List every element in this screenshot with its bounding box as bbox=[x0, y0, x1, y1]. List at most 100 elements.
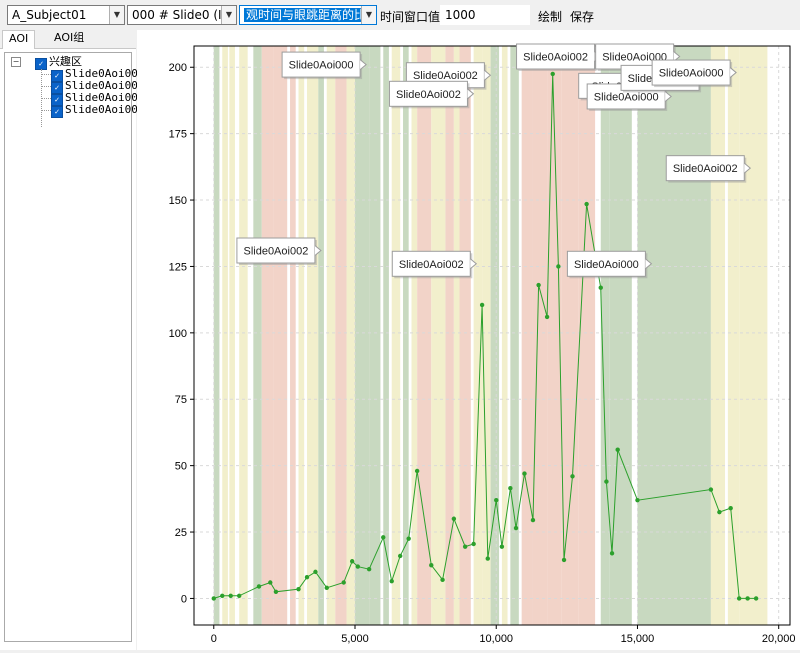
aoi-band bbox=[417, 46, 432, 625]
metric-select[interactable]: 观时间与眼跳距离的比例 ▼ bbox=[239, 5, 377, 25]
aoi-label-box bbox=[281, 51, 361, 78]
y-tick-label: 175 bbox=[169, 129, 187, 141]
y-tick-label: 125 bbox=[169, 261, 187, 273]
aoi-annotations: Slide0Aoi000 Slide0Aoi002 Slide0Aoi002 Slid… bbox=[236, 43, 752, 279]
tab-aoi-group[interactable]: AOI组 bbox=[54, 31, 85, 44]
checkbox-checked-icon[interactable]: ✓ bbox=[51, 70, 63, 82]
axes: 0 5,000 10,000 15,000 20,000 0 25 50 75 100 125 150… bbox=[169, 45, 796, 645]
aoi-band bbox=[213, 46, 220, 625]
chevron-down-icon[interactable]: ▼ bbox=[109, 6, 124, 24]
aoi-band bbox=[326, 46, 336, 625]
tree-item[interactable]: ✓ Slide0Aoi001 bbox=[51, 79, 145, 94]
aoi-label-text: Slide0Aoi002 bbox=[243, 246, 308, 258]
aoi-band bbox=[306, 46, 319, 625]
data-point bbox=[256, 584, 262, 589]
data-point bbox=[313, 569, 318, 575]
aoi-band bbox=[501, 46, 508, 625]
time-window-input[interactable]: 1000 bbox=[440, 5, 530, 25]
aoi-band bbox=[273, 46, 288, 625]
aoi-label-text: Slide0Aoi002 bbox=[673, 163, 738, 175]
data-point bbox=[584, 201, 589, 207]
aoi-band bbox=[710, 46, 726, 625]
chevron-down-icon[interactable]: ▼ bbox=[361, 6, 376, 24]
data-point bbox=[499, 544, 505, 549]
aoi-label-pointer bbox=[664, 91, 672, 102]
subject-select[interactable]: A_Subject01 ▼ bbox=[7, 5, 125, 25]
aoi-label-box bbox=[388, 80, 468, 107]
chart-area[interactable]: 0 5,000 10,000 15,000 20,000 0 25 50 75 100 125 150… bbox=[137, 30, 800, 650]
tab-aoi[interactable]: AOI bbox=[2, 30, 36, 49]
y-tick-label: 50 bbox=[175, 461, 187, 473]
data-point bbox=[389, 578, 394, 584]
aoi-label-tag: Slide0Aoi002 bbox=[665, 155, 752, 183]
data-point bbox=[296, 586, 301, 592]
data-point bbox=[561, 557, 567, 563]
y-tick-label: 150 bbox=[169, 195, 187, 207]
aoi-label-box bbox=[236, 237, 316, 264]
checkbox-checked-icon[interactable]: ✓ bbox=[51, 106, 63, 118]
data-point bbox=[414, 468, 420, 474]
aoi-label-tag: Slide0Aoi002 bbox=[236, 237, 322, 266]
collapse-icon[interactable]: − bbox=[11, 57, 21, 67]
chevron-down-icon[interactable]: ▼ bbox=[221, 6, 236, 24]
tree-connector bbox=[41, 98, 51, 99]
slide-select[interactable]: 000 # Slide0 (ID:0 ▼ bbox=[127, 5, 237, 25]
data-point bbox=[429, 563, 434, 568]
aoi-panel: AOI AOI组 − ✓ 兴趣区 ✓ Slide0Aoi000 ✓ Slide0Aoi… bbox=[0, 30, 144, 650]
data-point bbox=[550, 71, 555, 77]
data-point bbox=[406, 536, 411, 541]
y-tick-label: 0 bbox=[181, 593, 187, 605]
draw-button[interactable]: 绘制 bbox=[538, 10, 563, 24]
y-tick-label: 25 bbox=[175, 527, 187, 539]
aoi-band bbox=[510, 46, 519, 625]
aoi-band bbox=[431, 46, 446, 625]
tree-root[interactable]: ✓ 兴趣区 bbox=[35, 55, 82, 70]
data-point bbox=[485, 556, 490, 561]
x-tick-label: 10,000 bbox=[479, 633, 513, 645]
aoi-band bbox=[391, 46, 401, 625]
aoi-band bbox=[637, 46, 711, 625]
aoi-label-pointer bbox=[645, 258, 653, 270]
save-button[interactable]: 保存 bbox=[570, 10, 595, 24]
series bbox=[211, 71, 759, 601]
aoi-label-text: Slide0Aoi000 bbox=[289, 60, 354, 72]
aoi-band bbox=[521, 46, 533, 625]
aoi-label-pointer bbox=[743, 162, 752, 174]
aoi-label-text: Slide0Aoi002 bbox=[413, 70, 478, 82]
data-point bbox=[736, 596, 742, 601]
tree-root-label: 兴趣区 bbox=[49, 55, 82, 68]
line-chart[interactable]: 0 5,000 10,000 15,000 20,000 0 25 50 75 100 125 150… bbox=[137, 30, 800, 650]
data-point bbox=[211, 596, 216, 601]
data-point bbox=[615, 447, 620, 452]
aoi-band bbox=[739, 46, 768, 625]
aoi-band bbox=[459, 46, 471, 625]
tree-item[interactable]: ✓ Slide0Aoi003 bbox=[51, 104, 144, 118]
aoi-label-pointer bbox=[359, 59, 367, 70]
data-point bbox=[228, 593, 233, 598]
x-tick-label: 15,000 bbox=[621, 633, 655, 645]
plot-frame bbox=[193, 45, 791, 626]
data-point bbox=[753, 596, 759, 601]
toolbar: A_Subject01 ▼ 000 # Slide0 (ID:0 ▼ 观时间与眼… bbox=[0, 0, 800, 30]
tree-item[interactable]: ✓ Slide0Aoi002 bbox=[51, 92, 144, 106]
data-point bbox=[397, 553, 403, 559]
data-point bbox=[708, 487, 714, 492]
subject-select-value: A_Subject01 bbox=[12, 8, 87, 22]
checkbox-checked-icon[interactable]: ✓ bbox=[51, 94, 63, 106]
data-point bbox=[544, 314, 550, 320]
y-tick-label: 75 bbox=[175, 394, 187, 406]
aoi-band bbox=[490, 46, 500, 625]
data-point bbox=[268, 580, 273, 585]
aoi-band bbox=[609, 46, 632, 625]
checkbox-checked-icon[interactable]: ✓ bbox=[51, 82, 63, 94]
tree-item-label: Slide0Aoi000 bbox=[65, 67, 145, 80]
aoi-band bbox=[600, 46, 610, 625]
tree-item[interactable]: ✓ Slide0Aoi000 bbox=[51, 67, 145, 82]
data-point bbox=[479, 302, 485, 308]
tree-item-label: Slide0Aoi001 bbox=[65, 79, 145, 92]
aoi-band bbox=[532, 46, 548, 625]
aoi-band bbox=[403, 46, 409, 625]
x-tick-label: 20,000 bbox=[762, 633, 796, 645]
x-tick-label: 0 bbox=[211, 633, 217, 645]
aoi-label-text: Slide0Aoi000 bbox=[574, 259, 639, 271]
